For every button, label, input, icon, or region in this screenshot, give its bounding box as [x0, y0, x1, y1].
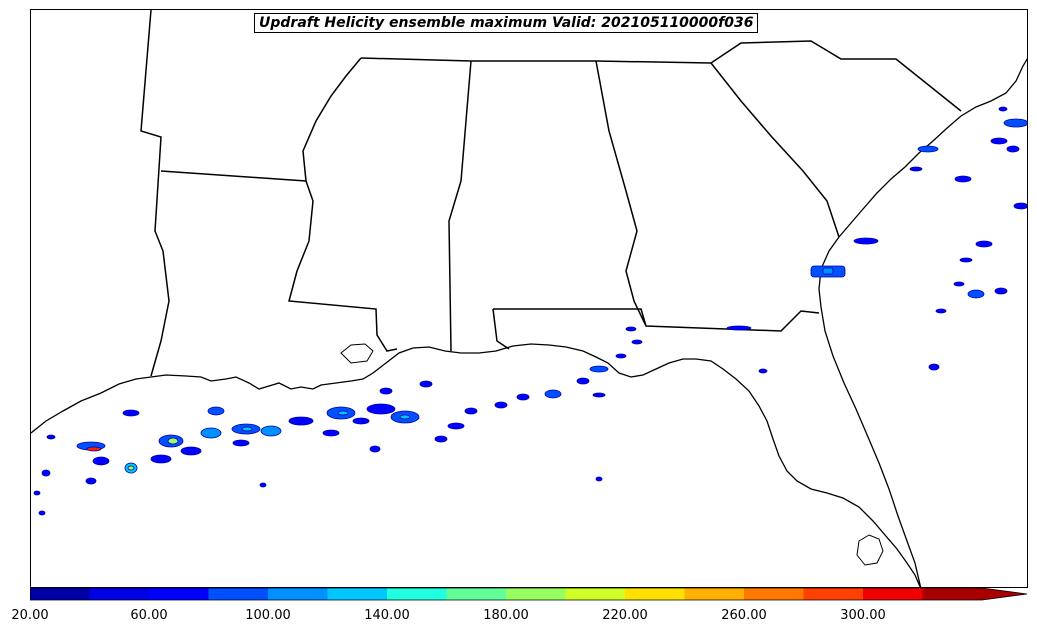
- colorbar-tick-label: 100.00: [245, 608, 291, 623]
- colorbar-tick-label: 20.00: [11, 608, 49, 623]
- colorbar-segment: [744, 588, 804, 600]
- colorbar-segment: [625, 588, 685, 600]
- state-borders: [140, 10, 962, 377]
- colorbar-segment: [30, 588, 90, 600]
- colorbar-tick-label: 60.00: [130, 608, 168, 623]
- colorbar: [30, 587, 1028, 601]
- colorbar-tick-label: 140.00: [364, 608, 410, 623]
- colorbar-segment: [446, 588, 507, 600]
- colorbar-segment: [268, 588, 328, 600]
- colorbar-outline: [30, 587, 1028, 601]
- colorbar-segment: [863, 588, 923, 600]
- colorbar-segment: [922, 588, 983, 600]
- colorbar-segment: [506, 588, 566, 600]
- map-canvas: [31, 10, 1027, 587]
- colorbar-tick-label: 180.00: [483, 608, 529, 623]
- colorbar-extend-arrow: [982, 588, 1027, 600]
- colorbar-segment: [89, 588, 150, 600]
- colorbar-segment: [208, 588, 269, 600]
- colorbar-segment: [149, 588, 209, 600]
- lake-okeechobee: [856, 534, 884, 566]
- colorbar-tick-label: 220.00: [602, 608, 648, 623]
- colorbar-segment: [803, 588, 864, 600]
- colorbar-segment: [565, 588, 626, 600]
- lake-outline: [340, 343, 374, 364]
- colorbar-segment: [327, 588, 388, 600]
- colorbar-segment: [387, 588, 447, 600]
- gulf-coastline: [31, 343, 921, 587]
- map-panel: [30, 9, 1028, 588]
- map-title: Updraft Helicity ensemble maximum Valid:…: [254, 13, 759, 33]
- helicity-swaths: [33, 106, 1027, 516]
- colorbar-segment: [684, 588, 745, 600]
- colorbar-tick-label: 300.00: [840, 608, 886, 623]
- atlantic-coastline: [818, 58, 1027, 587]
- colorbar-tick-label: 260.00: [721, 608, 767, 623]
